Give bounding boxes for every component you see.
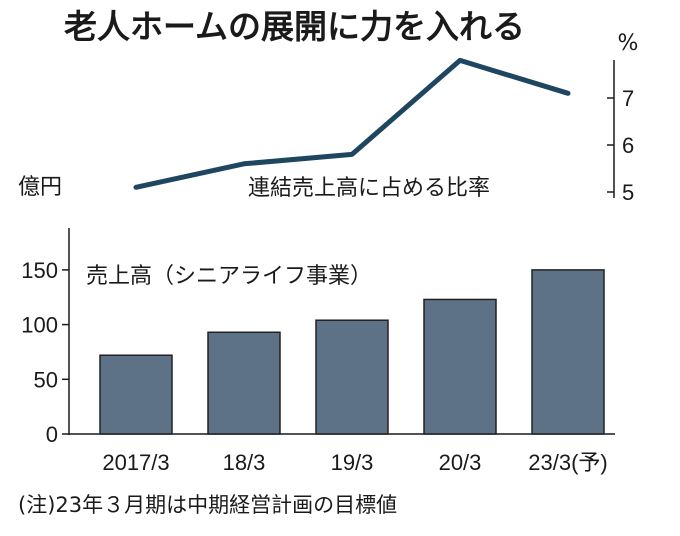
x-tick-label: 2017/3 — [102, 450, 169, 475]
x-tick-label: 23/3(予) — [528, 450, 607, 475]
sales-tick-label: 50 — [34, 367, 58, 392]
sales-tick-label: 150 — [21, 258, 58, 283]
ratio-tick-label: 5 — [622, 180, 634, 205]
x-tick-label: 18/3 — [223, 450, 266, 475]
sales-bar — [315, 319, 389, 435]
sales-bar — [531, 269, 605, 435]
ratio-line — [133, 57, 571, 190]
sales-tick-label: 100 — [21, 313, 58, 338]
ratio-line-chart: % 5 6 7 連結売上高に占める比率 — [133, 31, 639, 205]
ratio-tick-label: 6 — [622, 133, 634, 158]
ratio-series-label: 連結売上高に占める比率 — [248, 176, 490, 201]
sales-bar — [207, 331, 281, 435]
sales-bar — [99, 354, 173, 435]
sales-unit-label: 億円 — [18, 175, 62, 200]
sales-tick-label: 0 — [46, 422, 58, 447]
ratio-tick-label: 7 — [622, 86, 634, 111]
footnote: (注)23年３月期は中期経営計画の目標値 — [18, 493, 397, 517]
chart-title: 老人ホームの展開に力を入れる — [64, 7, 525, 46]
sales-series-label: 売上高（シニアライフ事業） — [86, 264, 372, 289]
ratio-unit-label: % — [618, 31, 639, 56]
sales-bar — [423, 298, 497, 435]
x-tick-label: 20/3 — [439, 450, 482, 475]
x-tick-label: 19/3 — [331, 450, 374, 475]
sales-bar-chart: 0 50 100 150 2017/3 18/3 19/3 20/3 23/3(予) 売上高（… — [21, 228, 615, 475]
